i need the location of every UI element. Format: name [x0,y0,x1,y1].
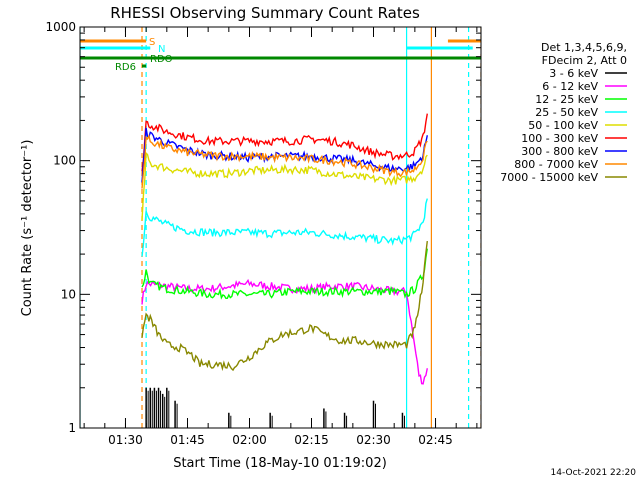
flag-label-s: S [149,37,155,48]
series-50-100-kev-line [141,151,428,221]
plot-inner [80,27,481,428]
y-tick-label-2: 100 [53,154,76,168]
y-tick-label-1: 10 [61,287,76,301]
legend-entry-label-5: 100 - 300 keV [521,132,598,145]
x-tick-label-2: 02:00 [232,433,267,447]
flag-label-rdo: RDO [150,54,173,65]
plot-frame [79,26,482,429]
legend-entry-label-2: 12 - 25 keV [535,93,598,106]
x-tick-label-5: 02:45 [418,433,453,447]
y-axis-label: Count Rate (s⁻¹ detector⁻¹) [20,140,35,317]
series-7000-15000-kev-line [141,241,428,372]
axes: 1 10 100 1000 01:30 01:45 02:00 02:15 02:30 02:45 [45,20,482,447]
series-25-50-kev-line [141,198,428,257]
flag-label-n: N [158,44,165,55]
legend-entry-label-7: 800 - 7000 keV [514,158,598,171]
x-tick-label-0: 01:30 [108,433,143,447]
legend: Det 1,3,4,5,6,9,FDecim 2, Att 03 - 6 keV… [500,41,627,184]
y-tick-label-3: 1000 [45,20,76,34]
chart-title: RHESSI Observing Summary Count Rates [110,4,420,22]
legend-header-1: FDecim 2, Att 0 [542,54,627,67]
series-800-7000-kev-line [141,133,428,189]
legend-entry-label-6: 300 - 800 keV [521,145,598,158]
x-tick-label-3: 02:15 [294,433,329,447]
x-axis-label: Start Time (18-May-10 01:19:02) [173,456,387,471]
legend-entry-label-0: 3 - 6 keV [549,67,598,80]
legend-entry-label-4: 50 - 100 keV [528,119,598,132]
legend-entry-label-3: 25 - 50 keV [535,106,598,119]
legend-entry-label-1: 6 - 12 keV [542,80,598,93]
legend-header-0: Det 1,3,4,5,6,9, [541,41,627,54]
flag-label-rd6: RD6 [115,62,136,73]
y-tick-label-0: 1 [68,421,76,435]
x-tick-label-1: 01:45 [170,433,205,447]
x-tick-label-4: 02:30 [356,433,391,447]
timestamp-label: 14-Oct-2021 22:20 [551,468,637,478]
legend-entry-label-8: 7000 - 15000 keV [500,171,598,184]
series-12-25-kev-line [141,248,428,300]
series-100-300-kev-line [141,113,428,172]
